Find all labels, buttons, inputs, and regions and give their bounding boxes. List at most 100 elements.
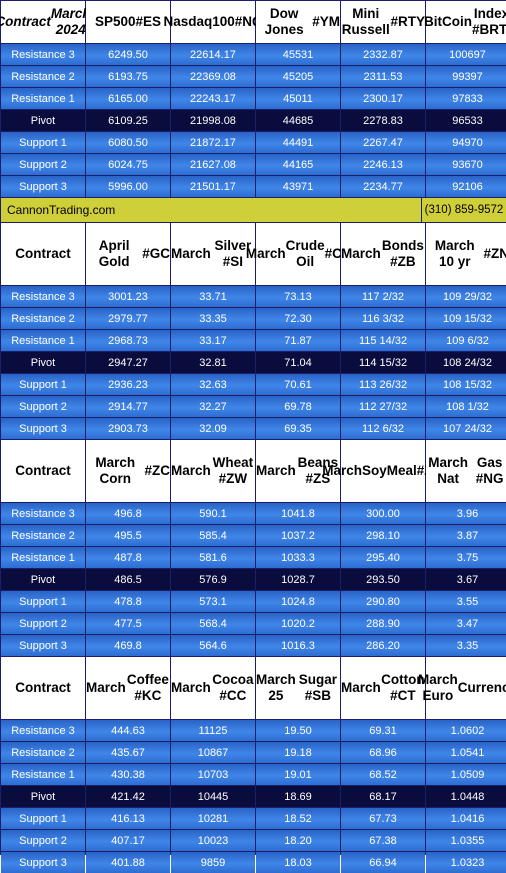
contract-header-cell: Contract (1, 223, 85, 285)
value-cell: 416.13 (86, 808, 170, 829)
value-cell: 21627.08 (171, 154, 255, 175)
instrument-header-cell: March Cotton #CT (341, 657, 425, 719)
value-cell: 469.8 (86, 635, 170, 656)
value-cell: 401.88 (86, 852, 170, 873)
instrument-header-cell: March EuroCurrency (418, 657, 506, 719)
pivot-row: Pivot 2947.27 32.81 71.04 114 15/32 108 24/32 (1, 352, 506, 373)
level-label-cell: Resistance 1 (1, 547, 85, 568)
value-cell: 68.96 (341, 742, 425, 763)
level-row: Support 1 2936.23 32.63 70.61 113 26/32 108 1… (1, 374, 506, 395)
contract-section: Contract April Gold #GC March Silver #SI Marc… (1, 223, 506, 439)
value-cell: 22614.17 (171, 44, 255, 65)
instrument-header-cell: March Coffee #KC (86, 657, 170, 719)
level-row: Support 3 401.88 9859 18.03 66.94 1.0323 (1, 852, 506, 873)
contract-section: Contract March 2024 SP500 #ES Nasdaq100 #NQ Do… (0, 1, 506, 197)
value-cell: 19.50 (256, 720, 340, 741)
level-row: Resistance 2 2979.77 33.35 72.30 116 3/32 109… (1, 308, 506, 329)
pivot-row: Pivot 6109.25 21998.08 44685 2278.83 96533 (1, 110, 506, 131)
level-label-cell: Resistance 1 (1, 764, 85, 785)
value-cell: 1.0541 (426, 742, 506, 763)
value-cell: 2234.77 (341, 176, 425, 197)
value-cell: 67.38 (341, 830, 425, 851)
value-cell: 1.0509 (426, 764, 506, 785)
value-cell: 92106 (426, 176, 506, 197)
value-cell: 1028.7 (256, 569, 340, 590)
value-cell: 5996.00 (86, 176, 170, 197)
level-label-cell: Support 2 (1, 613, 85, 634)
contract-section: Contract March Coffee #KC March Cocoa #CC Mar… (1, 657, 506, 873)
value-cell: 93670 (426, 154, 506, 175)
value-cell: 112 27/32 (341, 396, 425, 417)
value-cell: 1016.3 (256, 635, 340, 656)
value-cell: 109 29/32 (426, 286, 506, 307)
level-row: Resistance 1 430.38 10703 19.01 68.52 1.0509 (1, 764, 506, 785)
section-header-row: Contract March 2024 SP500 #ES Nasdaq100 #NQ Do… (0, 1, 506, 43)
value-cell: 3.35 (426, 635, 506, 656)
level-label-cell: Support 3 (1, 176, 85, 197)
value-cell: 21501.17 (171, 176, 255, 197)
value-cell: 1041.8 (256, 503, 340, 524)
value-cell: 2968.73 (86, 330, 170, 351)
value-cell: 6249.50 (86, 44, 170, 65)
value-cell: 32.27 (171, 396, 255, 417)
contract-header-cell: Contract March 2024 (0, 1, 91, 43)
value-cell: 18.03 (256, 852, 340, 873)
value-cell: 10867 (171, 742, 255, 763)
level-row: Support 3 2903.73 32.09 69.35 112 6/32 107 24… (1, 418, 506, 439)
level-label-cell: Support 2 (1, 830, 85, 851)
value-cell: 68.17 (341, 786, 425, 807)
value-cell: 96533 (426, 110, 506, 131)
level-label-cell: Support 1 (1, 591, 85, 612)
value-cell: 45531 (256, 44, 340, 65)
level-label-cell: Pivot (1, 569, 85, 590)
value-cell: 1.0355 (426, 830, 506, 851)
value-cell: 70.61 (256, 374, 340, 395)
level-row: Resistance 2 495.5 585.4 1037.2 298.10 3.87 (1, 525, 506, 546)
level-label-cell: Resistance 3 (1, 44, 85, 65)
value-cell: 2947.27 (86, 352, 170, 373)
instrument-header-cell: Mini Russell #RTY (341, 1, 425, 43)
value-cell: 45011 (256, 88, 340, 109)
instrument-header-cell: March Beans #ZS (256, 440, 340, 502)
value-cell: 107 24/32 (426, 418, 506, 439)
level-label-cell: Resistance 3 (1, 720, 85, 741)
value-cell: 2979.77 (86, 308, 170, 329)
value-cell: 19.18 (256, 742, 340, 763)
website-link[interactable]: CannonTrading.com (1, 198, 421, 222)
value-cell: 44685 (256, 110, 340, 131)
level-label-cell: Pivot (1, 786, 85, 807)
value-cell: 94970 (426, 132, 506, 153)
phone-number[interactable]: (310) 859-9572 (421, 198, 506, 222)
value-cell: 290.80 (341, 591, 425, 612)
level-label-cell: Support 1 (1, 132, 85, 153)
contact-banner: CannonTrading.com (310) 859-9572 (1, 198, 506, 222)
value-cell: 99397 (426, 66, 506, 87)
value-cell: 2246.13 (341, 154, 425, 175)
value-cell: 478.8 (86, 591, 170, 612)
value-cell: 495.5 (86, 525, 170, 546)
value-cell: 590.1 (171, 503, 255, 524)
value-cell: 2903.73 (86, 418, 170, 439)
value-cell: 496.8 (86, 503, 170, 524)
value-cell: 1024.8 (256, 591, 340, 612)
value-cell: 6024.75 (86, 154, 170, 175)
value-cell: 298.10 (341, 525, 425, 546)
level-label-cell: Resistance 1 (1, 330, 85, 351)
value-cell: 19.01 (256, 764, 340, 785)
instrument-header-cell: March Silver #SI (171, 223, 255, 285)
value-cell: 3001.23 (86, 286, 170, 307)
value-cell: 73.13 (256, 286, 340, 307)
value-cell: 32.63 (171, 374, 255, 395)
value-cell: 435.67 (86, 742, 170, 763)
section-header-row: Contract April Gold #GC March Silver #SI Marc… (1, 223, 506, 285)
value-cell: 9859 (171, 852, 255, 873)
value-cell: 69.31 (341, 720, 425, 741)
level-row: Resistance 1 2968.73 33.17 71.87 115 14/32 10… (1, 330, 506, 351)
value-cell: 286.20 (341, 635, 425, 656)
value-cell: 113 26/32 (341, 374, 425, 395)
level-label-cell: Resistance 2 (1, 525, 85, 546)
level-label-cell: Resistance 3 (1, 503, 85, 524)
